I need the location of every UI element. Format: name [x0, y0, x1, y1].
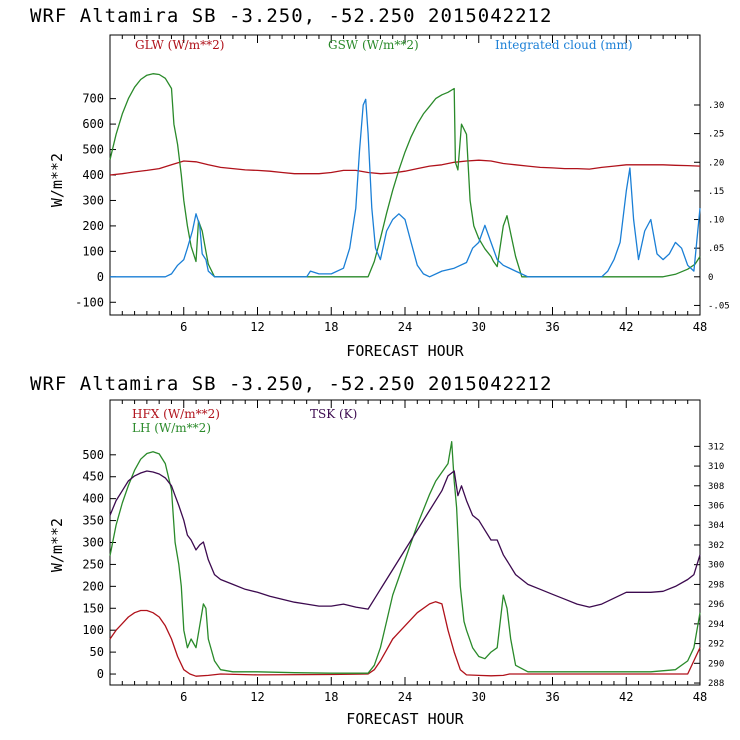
top-chart-title: WRF Altamira SB -3.250, -52.250 20150422… [30, 5, 552, 27]
bottom-xtick-label: 24 [398, 690, 412, 704]
top-y2tick-label: .10 [708, 216, 724, 226]
top-y2tick-label: .05 [708, 244, 724, 254]
top-ytick-label: 500 [82, 143, 104, 157]
bottom-series-tsk-line [109, 470, 701, 610]
bottom-series-hfx-line [109, 601, 701, 677]
bottom-legend-tsk: TSK (K) [310, 407, 357, 421]
top-y2tick-label: .30 [708, 101, 724, 111]
bottom-xtick-label: 6 [180, 690, 187, 704]
bottom-ytick-label: 450 [82, 470, 104, 484]
bottom-y2tick-label: 298 [708, 580, 724, 590]
top-ytick-label: 200 [82, 219, 104, 233]
bottom-ytick-label: 200 [82, 579, 104, 593]
top-ytick-label: -100 [75, 295, 104, 309]
top-legend-cloud: Integrated cloud (mm) [495, 38, 633, 52]
top-series-integrated-line [110, 98, 701, 278]
top-y-axis-title: W/m**2 [48, 153, 66, 207]
bottom-y2tick-label: 288 [708, 679, 724, 689]
top-chart: WRF Altamira SB -3.250, -52.250 20150422… [30, 5, 730, 360]
bottom-ytick-label: 0 [97, 667, 104, 681]
bottom-series-lh-line [109, 441, 701, 674]
bottom-y2tick-label: 306 [708, 502, 724, 512]
top-xtick-label: 36 [545, 320, 559, 334]
top-y2tick-label: .15 [708, 187, 724, 197]
top-ytick-label: 600 [82, 117, 104, 131]
top-ytick-label: 0 [97, 270, 104, 284]
top-xtick-label: 18 [324, 320, 338, 334]
bottom-xtick-label: 30 [472, 690, 486, 704]
bottom-legend-lh: LH (W/m**2) [132, 421, 211, 435]
bottom-ytick-label: 300 [82, 536, 104, 550]
bottom-right-axis: 288 290 292 294 296 298 300 302 304 306 308 310 312 [694, 442, 724, 689]
bottom-xtick-label: 18 [324, 690, 338, 704]
top-ytick-label: 700 [82, 92, 104, 106]
top-legend-gsw: GSW (W/m**2) [328, 38, 419, 52]
top-ytick-label: 100 [82, 244, 104, 258]
top-ytick-label: 300 [82, 193, 104, 207]
bottom-ytick-label: 250 [82, 557, 104, 571]
top-series-group [109, 73, 701, 278]
bottom-ytick-label: 400 [82, 492, 104, 506]
bottom-y2tick-label: 304 [708, 521, 724, 531]
bottom-ytick-label: 50 [90, 645, 104, 659]
bottom-chart-title: WRF Altamira SB -3.250, -52.250 20150422… [30, 373, 552, 395]
top-series-glw-line [109, 159, 701, 176]
bottom-left-axis: 0 50 100 150 200 250 300 350 400 450 500 [82, 448, 116, 681]
bottom-y2tick-label: 310 [708, 462, 724, 472]
top-y2tick-label: .20 [708, 158, 724, 168]
bottom-y2tick-label: 294 [708, 620, 724, 630]
top-series-gsw-line [109, 73, 701, 278]
bottom-ytick-label: 100 [82, 623, 104, 637]
top-xtick-label: 24 [398, 320, 412, 334]
bottom-series-group [109, 441, 701, 677]
bottom-xtick-label: 12 [250, 690, 264, 704]
bottom-y2tick-label: 302 [708, 541, 724, 551]
top-chart-plot-frame [109, 34, 701, 316]
top-xtick-label: 42 [619, 320, 633, 334]
bottom-xtick-label: 36 [545, 690, 559, 704]
top-right-axis: -.05 0 .05 .10 .15 .20 .25 .30 [694, 101, 730, 311]
top-xtick-label: 30 [472, 320, 486, 334]
bottom-chart: WRF Altamira SB -3.250, -52.250 20150422… [30, 373, 724, 728]
bottom-y2tick-label: 290 [708, 659, 724, 669]
top-y2tick-label: .25 [708, 130, 724, 140]
bottom-chart-plot-frame [109, 399, 701, 686]
bottom-y-axis-title: W/m**2 [48, 518, 66, 572]
bottom-y2tick-label: 312 [708, 442, 724, 452]
bottom-ytick-label: 150 [82, 601, 104, 615]
top-legend-glw: GLW (W/m**2) [135, 38, 224, 52]
bottom-ytick-label: 350 [82, 514, 104, 528]
bottom-ytick-label: 500 [82, 448, 104, 462]
top-x-axis: 6 12 18 24 30 36 42 48 [121, 35, 707, 334]
bottom-y2tick-label: 296 [708, 600, 724, 610]
bottom-y2tick-label: 300 [708, 561, 724, 571]
top-xtick-label: 48 [693, 320, 707, 334]
top-y2tick-label: 0 [708, 273, 713, 283]
top-xtick-label: 6 [180, 320, 187, 334]
bottom-xtick-label: 42 [619, 690, 633, 704]
top-xtick-label: 12 [250, 320, 264, 334]
bottom-y2tick-label: 308 [708, 482, 724, 492]
bottom-y2tick-label: 292 [708, 640, 724, 650]
bottom-x-axis: 6 12 18 24 30 36 42 48 [121, 400, 707, 704]
bottom-x-axis-title: FORECAST HOUR [346, 710, 464, 728]
bottom-xtick-label: 48 [693, 690, 707, 704]
top-ytick-label: 400 [82, 168, 104, 182]
top-y2tick-label: -.05 [708, 301, 730, 311]
bottom-legend-hfx: HFX (W/m**2) [132, 407, 220, 421]
top-x-axis-title: FORECAST HOUR [346, 342, 464, 360]
